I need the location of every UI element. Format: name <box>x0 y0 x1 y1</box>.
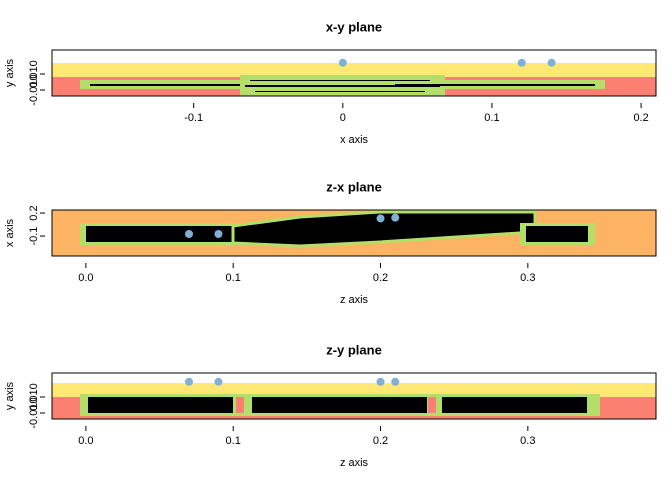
x-tick-label: 0.1 <box>484 112 499 124</box>
point <box>376 377 385 386</box>
y-tick-label: 0.010 <box>28 383 40 411</box>
x-tick-label: 0.3 <box>520 272 535 284</box>
y-axis-label: y axis <box>4 58 16 87</box>
plot-box <box>51 209 657 257</box>
x-axis-label: x axis <box>340 134 369 146</box>
x-tick-label: 0.1 <box>226 272 241 284</box>
y-tick-label: -0.1 <box>28 227 40 246</box>
point <box>185 377 194 386</box>
chart-title: z-y plane <box>326 342 382 357</box>
point <box>214 377 223 386</box>
x-axis-label: z axis <box>340 457 369 469</box>
point <box>547 58 556 67</box>
x-tick-label: 0 <box>340 112 346 124</box>
y-tick-label: 0.010 <box>28 60 40 88</box>
y-tick-label: -0.010 <box>28 397 40 428</box>
plot-box <box>51 49 657 97</box>
x-tick-label: 0.2 <box>373 435 388 447</box>
regions <box>52 383 656 419</box>
regions <box>52 210 656 256</box>
x-tick-label: -0.1 <box>184 112 203 124</box>
regions <box>52 63 656 96</box>
point <box>517 58 526 67</box>
x-tick-label: 0.0 <box>78 435 93 447</box>
point <box>214 229 223 238</box>
plot-box <box>51 372 657 420</box>
x-tick-label: 0.2 <box>633 112 648 124</box>
x-tick-label: 0.1 <box>226 435 241 447</box>
point <box>376 214 385 223</box>
chart-title: z-x plane <box>326 179 382 194</box>
point <box>338 58 347 67</box>
x-axis-label: z axis <box>340 294 369 306</box>
y-axis-label: x axis <box>4 218 16 247</box>
x-tick-label: 0.2 <box>373 272 388 284</box>
y-tick-label: 0.2 <box>28 205 40 220</box>
x-tick-label: 0.0 <box>78 272 93 284</box>
point <box>391 213 400 222</box>
y-axis-label: y axis <box>4 381 16 410</box>
y-tick-label: -0.010 <box>28 74 40 105</box>
point <box>185 229 194 238</box>
x-tick-label: 0.3 <box>520 435 535 447</box>
point <box>391 377 400 386</box>
chart-title: x-y plane <box>326 19 382 34</box>
